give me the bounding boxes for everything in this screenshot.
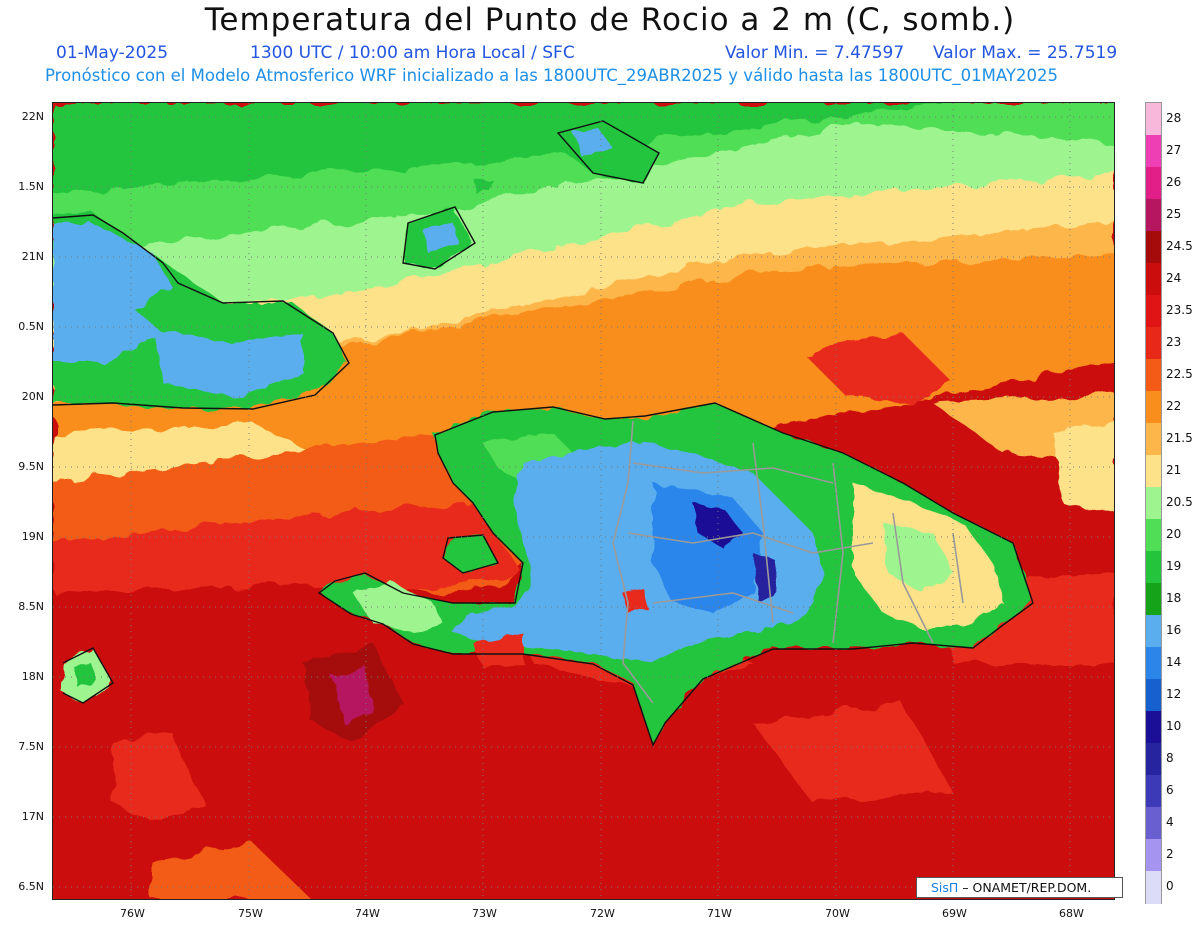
graticule (53, 103, 1114, 899)
lat-label: 9.5N (18, 460, 44, 473)
colorbar-level: 24 (1166, 271, 1182, 285)
colorbar-segment (1146, 231, 1161, 264)
forecast-time: 1300 UTC / 10:00 am Hora Local / SFC (250, 43, 575, 63)
colorbar-segment (1146, 455, 1161, 488)
colorbar-segment (1146, 295, 1161, 328)
colorbar-level: 25 (1166, 207, 1182, 221)
colorbar-level: 21.5 (1166, 431, 1193, 445)
colorbar-segment (1146, 103, 1161, 136)
lat-label: 22N (21, 110, 44, 123)
colorbar-segment (1146, 743, 1161, 776)
colorbar-level: 24.5 (1166, 239, 1193, 253)
colorbar-segment (1146, 615, 1161, 648)
lon-label: 74W (355, 907, 380, 920)
colorbar-segment (1146, 167, 1161, 200)
colorbar-level: 0 (1166, 879, 1174, 893)
colorbar-level: 6 (1166, 783, 1174, 797)
map-canvas (53, 103, 1114, 899)
lat-label: 0.5N (18, 320, 44, 333)
lon-label: 73W (472, 907, 497, 920)
colorbar-segment (1146, 839, 1161, 872)
colorbar-level: 23.5 (1166, 303, 1193, 317)
colorbar-level: 22.5 (1166, 367, 1193, 381)
colorbar-segment (1146, 551, 1161, 584)
lat-label: 8.5N (18, 600, 44, 613)
hispaniola-region (321, 403, 1033, 743)
map-title: Temperatura del Punto de Rocio a 2 m (C,… (204, 2, 1016, 38)
lon-label: 69W (942, 907, 967, 920)
colorbar-segment (1146, 327, 1161, 360)
colorbar-segment (1146, 359, 1161, 392)
lat-label: 7.5N (18, 740, 44, 753)
colorbar-segment (1146, 519, 1161, 552)
colorbar-level: 10 (1166, 719, 1182, 733)
credit-brand: SisΠ (931, 880, 959, 895)
colorbar-segment (1146, 807, 1161, 840)
colorbar-level: 14 (1166, 655, 1182, 669)
colorbar-level: 28 (1166, 111, 1182, 125)
credit-box: SisΠ – ONAMET/REP.DOM. (916, 877, 1123, 898)
colorbar-segment (1146, 199, 1161, 232)
lat-label: 17N (21, 810, 44, 823)
lon-label: 75W (238, 907, 263, 920)
colorbar-segment (1146, 775, 1161, 808)
colorbar-level: 4 (1166, 815, 1174, 829)
colorbar-level: 16 (1166, 623, 1182, 637)
colorbar-level: 22 (1166, 399, 1182, 413)
lon-label: 71W (707, 907, 732, 920)
max-value: Valor Max. = 25.7519 (933, 43, 1118, 63)
colorbar-level: 2 (1166, 847, 1174, 861)
colorbar-segment (1146, 711, 1161, 744)
lon-label: 70W (825, 907, 850, 920)
colorbar-segment (1146, 135, 1161, 168)
lat-label: 1.5N (18, 180, 44, 193)
colorbar-level: 12 (1166, 687, 1182, 701)
colorbar-segment (1146, 679, 1161, 712)
lon-label: 68W (1059, 907, 1084, 920)
colorbar-segment (1146, 263, 1161, 296)
colorbar-level: 20 (1166, 527, 1182, 541)
credit-text: – ONAMET/REP.DOM. (962, 880, 1092, 895)
colorbar-level: 23 (1166, 335, 1182, 349)
lat-label: 6.5N (18, 880, 44, 893)
lat-label: 20N (21, 390, 44, 403)
min-value: Valor Min. = 7.47597 (725, 43, 905, 63)
colorbar-level: 20.5 (1166, 495, 1193, 509)
lon-label: 76W (120, 907, 145, 920)
colorbar-segment (1146, 583, 1161, 616)
colorbar-segment (1146, 647, 1161, 680)
forecast-date: 01-May-2025 (56, 43, 169, 63)
colorbar-segment (1146, 423, 1161, 456)
lat-label: 21N (21, 250, 44, 263)
lon-label: 72W (590, 907, 615, 920)
colorbar-level: 19 (1166, 559, 1182, 573)
colorbar-level: 21 (1166, 463, 1182, 477)
colorbar-segment (1146, 487, 1161, 520)
coastlines (53, 120, 1034, 747)
colorbar (1145, 102, 1162, 904)
colorbar-level: 18 (1166, 591, 1182, 605)
colorbar-level: 26 (1166, 175, 1182, 189)
lat-label: 19N (21, 530, 44, 543)
model-info: Pronóstico con el Modelo Atmosferico WRF… (45, 66, 1058, 85)
lat-label: 18N (21, 670, 44, 683)
colorbar-segment (1146, 871, 1161, 904)
colorbar-level: 8 (1166, 751, 1174, 765)
dewpoint-map[interactable] (52, 102, 1115, 900)
colorbar-level: 27 (1166, 143, 1182, 157)
colorbar-segment (1146, 391, 1161, 424)
